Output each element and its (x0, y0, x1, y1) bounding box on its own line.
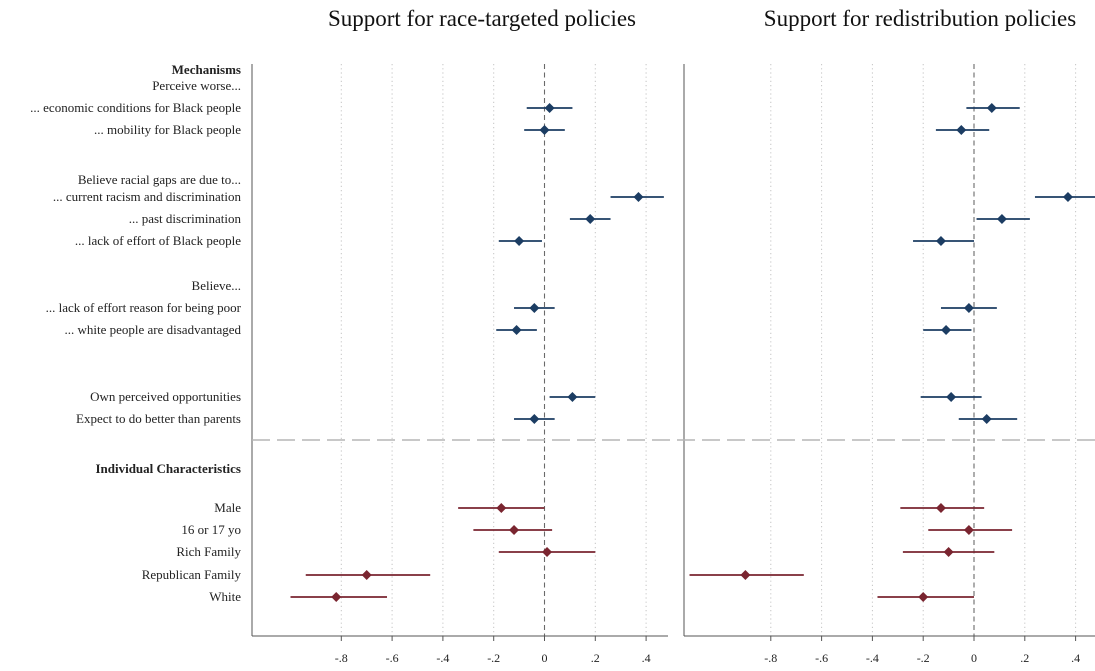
point-estimate-marker (585, 214, 596, 224)
subheader-label: Believe racial gaps are due to... (78, 172, 241, 187)
point-estimate-marker (943, 547, 954, 557)
point-estimate-marker (956, 125, 967, 135)
x-tick-label: -.4 (866, 651, 879, 665)
point-estimate-marker (1062, 192, 1073, 202)
panel-title: Support for redistribution policies (764, 6, 1076, 31)
point-estimate-marker (509, 525, 520, 535)
x-tick-label: -.8 (335, 651, 348, 665)
point-estimate-marker (740, 570, 751, 580)
x-tick-label: .2 (1020, 651, 1029, 665)
row-label: ... lack of effort of Black people (75, 233, 241, 248)
point-estimate-marker (935, 236, 946, 246)
x-tick-label: .4 (1071, 651, 1080, 665)
subheader-label: Believe... (192, 278, 241, 293)
point-estimate-marker (361, 570, 372, 580)
point-estimate-marker (539, 125, 550, 135)
point-estimate-marker (331, 592, 342, 602)
panel-title: Support for race-targeted policies (328, 6, 636, 31)
section-header-label: Mechanisms (172, 62, 241, 77)
subheader-label: Perceive worse... (152, 78, 241, 93)
x-tick-label: 0 (971, 651, 977, 665)
row-label: Own perceived opportunities (90, 389, 241, 404)
point-estimate-marker (567, 392, 578, 402)
point-estimate-marker (918, 592, 929, 602)
x-tick-label: 0 (542, 651, 548, 665)
point-estimate-marker (529, 414, 540, 424)
point-estimate-marker (981, 414, 992, 424)
row-label: Republican Family (142, 567, 242, 582)
row-label: ... current racism and discrimination (53, 189, 242, 204)
point-estimate-marker (986, 103, 997, 113)
point-estimate-marker (511, 325, 522, 335)
point-estimate-marker (935, 503, 946, 513)
section-header-label: Individual Characteristics (95, 461, 241, 476)
point-estimate-marker (941, 325, 952, 335)
estimate-marks (290, 103, 1095, 602)
x-tick-label: -.2 (487, 651, 500, 665)
axes (251, 64, 1095, 641)
gridlines (340, 64, 1077, 636)
x-tick-label: -.2 (917, 651, 930, 665)
point-estimate-marker (963, 525, 974, 535)
point-estimate-marker (633, 192, 644, 202)
x-tick-label: -.6 (386, 651, 399, 665)
x-tick-label: -.6 (815, 651, 828, 665)
row-label: Rich Family (176, 544, 241, 559)
point-estimate-marker (946, 392, 957, 402)
point-estimate-marker (514, 236, 525, 246)
row-label: Expect to do better than parents (76, 411, 241, 426)
point-estimate-marker (542, 547, 553, 557)
row-label: ... lack of effort reason for being poor (46, 300, 242, 315)
x-tick-label: .4 (642, 651, 651, 665)
point-estimate-marker (996, 214, 1007, 224)
point-estimate-marker (496, 503, 507, 513)
row-label: White (209, 589, 241, 604)
point-estimate-marker (544, 103, 555, 113)
x-tick-label: .2 (591, 651, 600, 665)
row-label: ... mobility for Black people (94, 122, 241, 137)
point-estimate-marker (963, 303, 974, 313)
row-label: ... past discrimination (129, 211, 242, 226)
row-label: ... economic conditions for Black people (30, 100, 241, 115)
row-label: 16 or 17 yo (181, 522, 241, 537)
row-label: Male (214, 500, 241, 515)
point-estimate-marker (529, 303, 540, 313)
x-tick-label: -.4 (436, 651, 449, 665)
row-label: ... white people are disadvantaged (64, 322, 241, 337)
x-tick-label: -.8 (764, 651, 777, 665)
